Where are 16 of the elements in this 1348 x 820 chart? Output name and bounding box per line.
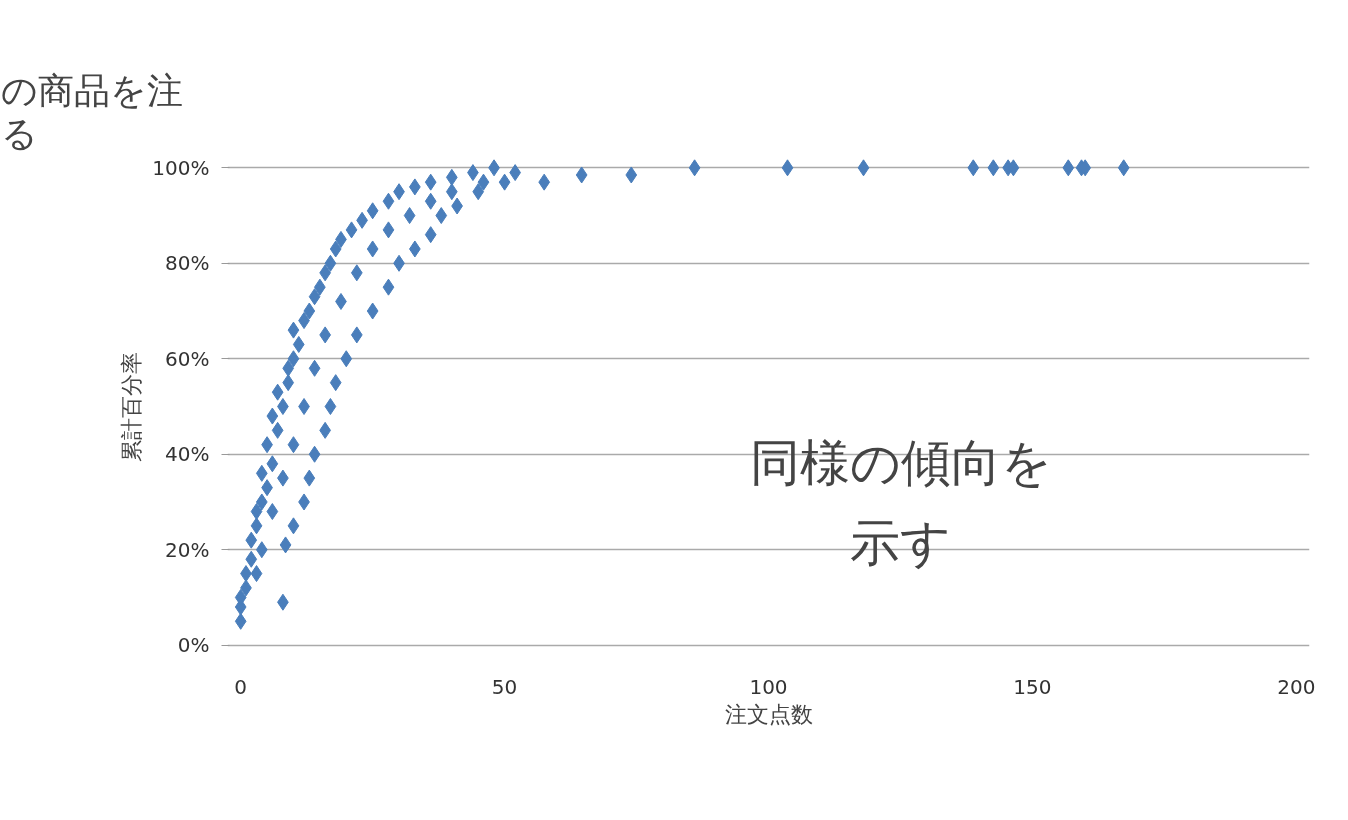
y-tick-label: 80% bbox=[165, 251, 210, 276]
x-tick-label: 50 bbox=[491, 674, 518, 699]
text: る bbox=[0, 112, 38, 154]
annotation: 同様の傾向を示す bbox=[749, 433, 1052, 572]
y-axis-title: 累計百分率 bbox=[119, 351, 145, 462]
y-tick-label: 0% bbox=[177, 633, 210, 658]
y-tick-label: 20% bbox=[165, 537, 210, 562]
x-tick-label: 100 bbox=[749, 674, 788, 699]
x-tick-label: 200 bbox=[1277, 674, 1316, 699]
y-tick-label: 100% bbox=[152, 155, 210, 180]
y-tick-label: 60% bbox=[165, 346, 210, 371]
text: の商品を注 bbox=[0, 69, 183, 111]
y-tick-label: 40% bbox=[165, 442, 210, 467]
x-tick-label: 0 bbox=[234, 674, 248, 699]
x-axis-title: 注文点数 bbox=[724, 701, 813, 727]
x-tick-label: 150 bbox=[1013, 674, 1052, 699]
